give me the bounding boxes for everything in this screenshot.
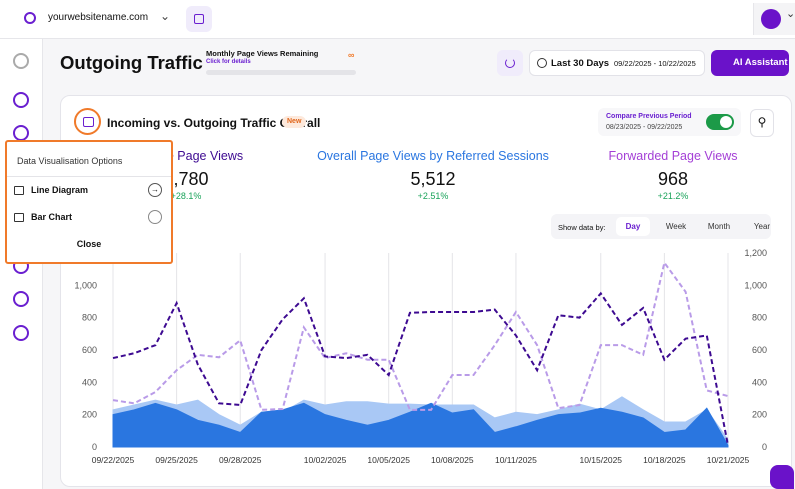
metric-label: Overall Page Views by Referred Sessions — [317, 149, 549, 163]
x-tick-label: 10/15/2025 — [579, 455, 622, 465]
compare-toggle[interactable] — [706, 114, 734, 130]
toggle-knob — [720, 116, 732, 128]
period-selector: Show data by: Day Week Month Year — [551, 214, 771, 239]
period-button[interactable]: Year — [753, 222, 771, 231]
y-tick-label: 0 — [92, 442, 97, 452]
compare-box: Compare Previous Period 08/23/2025 - 09/… — [598, 108, 741, 136]
y-tick-label: 600 — [82, 345, 97, 355]
quota-bar — [206, 70, 356, 75]
line — [112, 291, 729, 446]
quota-label: Monthly Page Views Remaining — [206, 49, 319, 58]
metric-change: +28.1% — [170, 191, 202, 201]
bar-icon — [14, 213, 24, 222]
clock-icon — [537, 58, 547, 68]
x-tick-label: 10/02/2025 — [304, 455, 347, 465]
option-arrow[interactable]: → — [148, 183, 162, 197]
sidebar-icon[interactable] — [13, 92, 29, 108]
chart-icon — [83, 117, 94, 127]
metric-value: 5,512 — [410, 169, 456, 189]
y2-tick-label: 0 — [762, 442, 767, 452]
chat-button[interactable] — [770, 465, 794, 489]
top-bar: yourwebsitename.com ⌄ ⌄ — [0, 0, 795, 39]
compare-label: Compare Previous Period — [606, 113, 692, 120]
card-title: Incoming vs. Outgoing Traffic Overall — [107, 116, 321, 130]
quota-value: ∞ — [348, 50, 355, 60]
area — [112, 402, 729, 448]
y2-tick-label: 400 — [752, 377, 767, 387]
refresh-button[interactable] — [497, 50, 523, 76]
sidebar-icon[interactable] — [13, 53, 29, 69]
x-tick-label: 10/18/2025 — [643, 455, 686, 465]
x-tick-label: 09/22/2025 — [92, 455, 135, 465]
y-tick-label: 400 — [82, 377, 97, 387]
ai-assistant-button[interactable]: AI Assistant — [711, 50, 789, 76]
popup-close[interactable]: Close — [76, 239, 102, 249]
y2-tick-label: 600 — [752, 345, 767, 355]
sidebar — [0, 39, 43, 489]
popup-title: Data Visualisation Options — [17, 156, 123, 166]
sidebar-icon[interactable] — [13, 291, 29, 307]
y2-tick-label: 1,200 — [744, 248, 767, 258]
date-range: 09/22/2025 - 10/22/2025 — [614, 59, 696, 68]
line-icon — [14, 186, 24, 195]
chart-type-button[interactable] — [74, 108, 101, 135]
open-site-button[interactable] — [186, 6, 212, 32]
y-tick-label: 1,000 — [74, 280, 97, 290]
date-range-picker[interactable]: Last 30 Days 09/22/2025 - 10/22/2025 — [529, 50, 705, 76]
x-tick-label: 10/08/2025 — [431, 455, 474, 465]
site-name[interactable]: yourwebsitename.com — [48, 12, 149, 23]
period-button[interactable]: Month — [707, 222, 731, 231]
x-tick-label: 10/11/2025 — [495, 455, 537, 465]
show-data-by-label: Show data by: — [558, 223, 606, 232]
popup-option[interactable]: Bar Chart — [31, 212, 73, 222]
site-dropdown[interactable]: ⌄ — [160, 9, 171, 23]
avatar — [761, 9, 781, 29]
external-icon — [194, 14, 204, 24]
x-tick-label: 09/25/2025 — [155, 455, 198, 465]
period-button[interactable]: Week — [665, 222, 687, 231]
metric-change: +21.2% — [657, 191, 689, 201]
metric-value: 3,780 — [163, 169, 209, 189]
x-tick-label: 10/21/2025 — [707, 455, 750, 465]
account-menu[interactable]: ⌄ — [753, 3, 795, 35]
x-tick-label: 10/05/2025 — [367, 455, 410, 465]
y2-tick-label: 800 — [752, 313, 767, 323]
page-title: Outgoing Traffic — [60, 52, 203, 73]
new-badge: New — [282, 116, 307, 128]
metric-label: Forwarded Page Views — [608, 149, 738, 163]
ai-assistant-label: AI Assistant — [733, 57, 788, 68]
line — [112, 260, 729, 411]
refresh-icon — [505, 58, 515, 68]
period-button[interactable]: Day — [616, 217, 650, 236]
y2-tick-label: 1,000 — [744, 280, 767, 290]
popup-divider — [7, 176, 171, 177]
account-chevron: ⌄ — [786, 8, 795, 20]
y-tick-label: 800 — [82, 313, 97, 323]
option-radio[interactable] — [148, 210, 162, 224]
y-tick-label: 200 — [82, 410, 97, 420]
metric-change: +2.51% — [417, 191, 449, 201]
filter-button[interactable]: ⚲ — [750, 109, 774, 137]
y2-tick-label: 200 — [752, 410, 767, 420]
quota-link[interactable]: Click for details — [206, 59, 251, 65]
globe-icon — [24, 12, 36, 24]
date-range-button: Last 30 Days — [551, 58, 610, 69]
metric-value: 968 — [657, 169, 689, 189]
popup-option[interactable]: Line Diagram — [31, 185, 89, 195]
x-tick-label: 09/28/2025 — [219, 455, 262, 465]
sidebar-icon[interactable] — [13, 325, 29, 341]
compare-range: 08/23/2025 - 09/22/2025 — [606, 124, 683, 131]
visualisation-popup: Data Visualisation Options Line Diagram … — [5, 140, 173, 264]
